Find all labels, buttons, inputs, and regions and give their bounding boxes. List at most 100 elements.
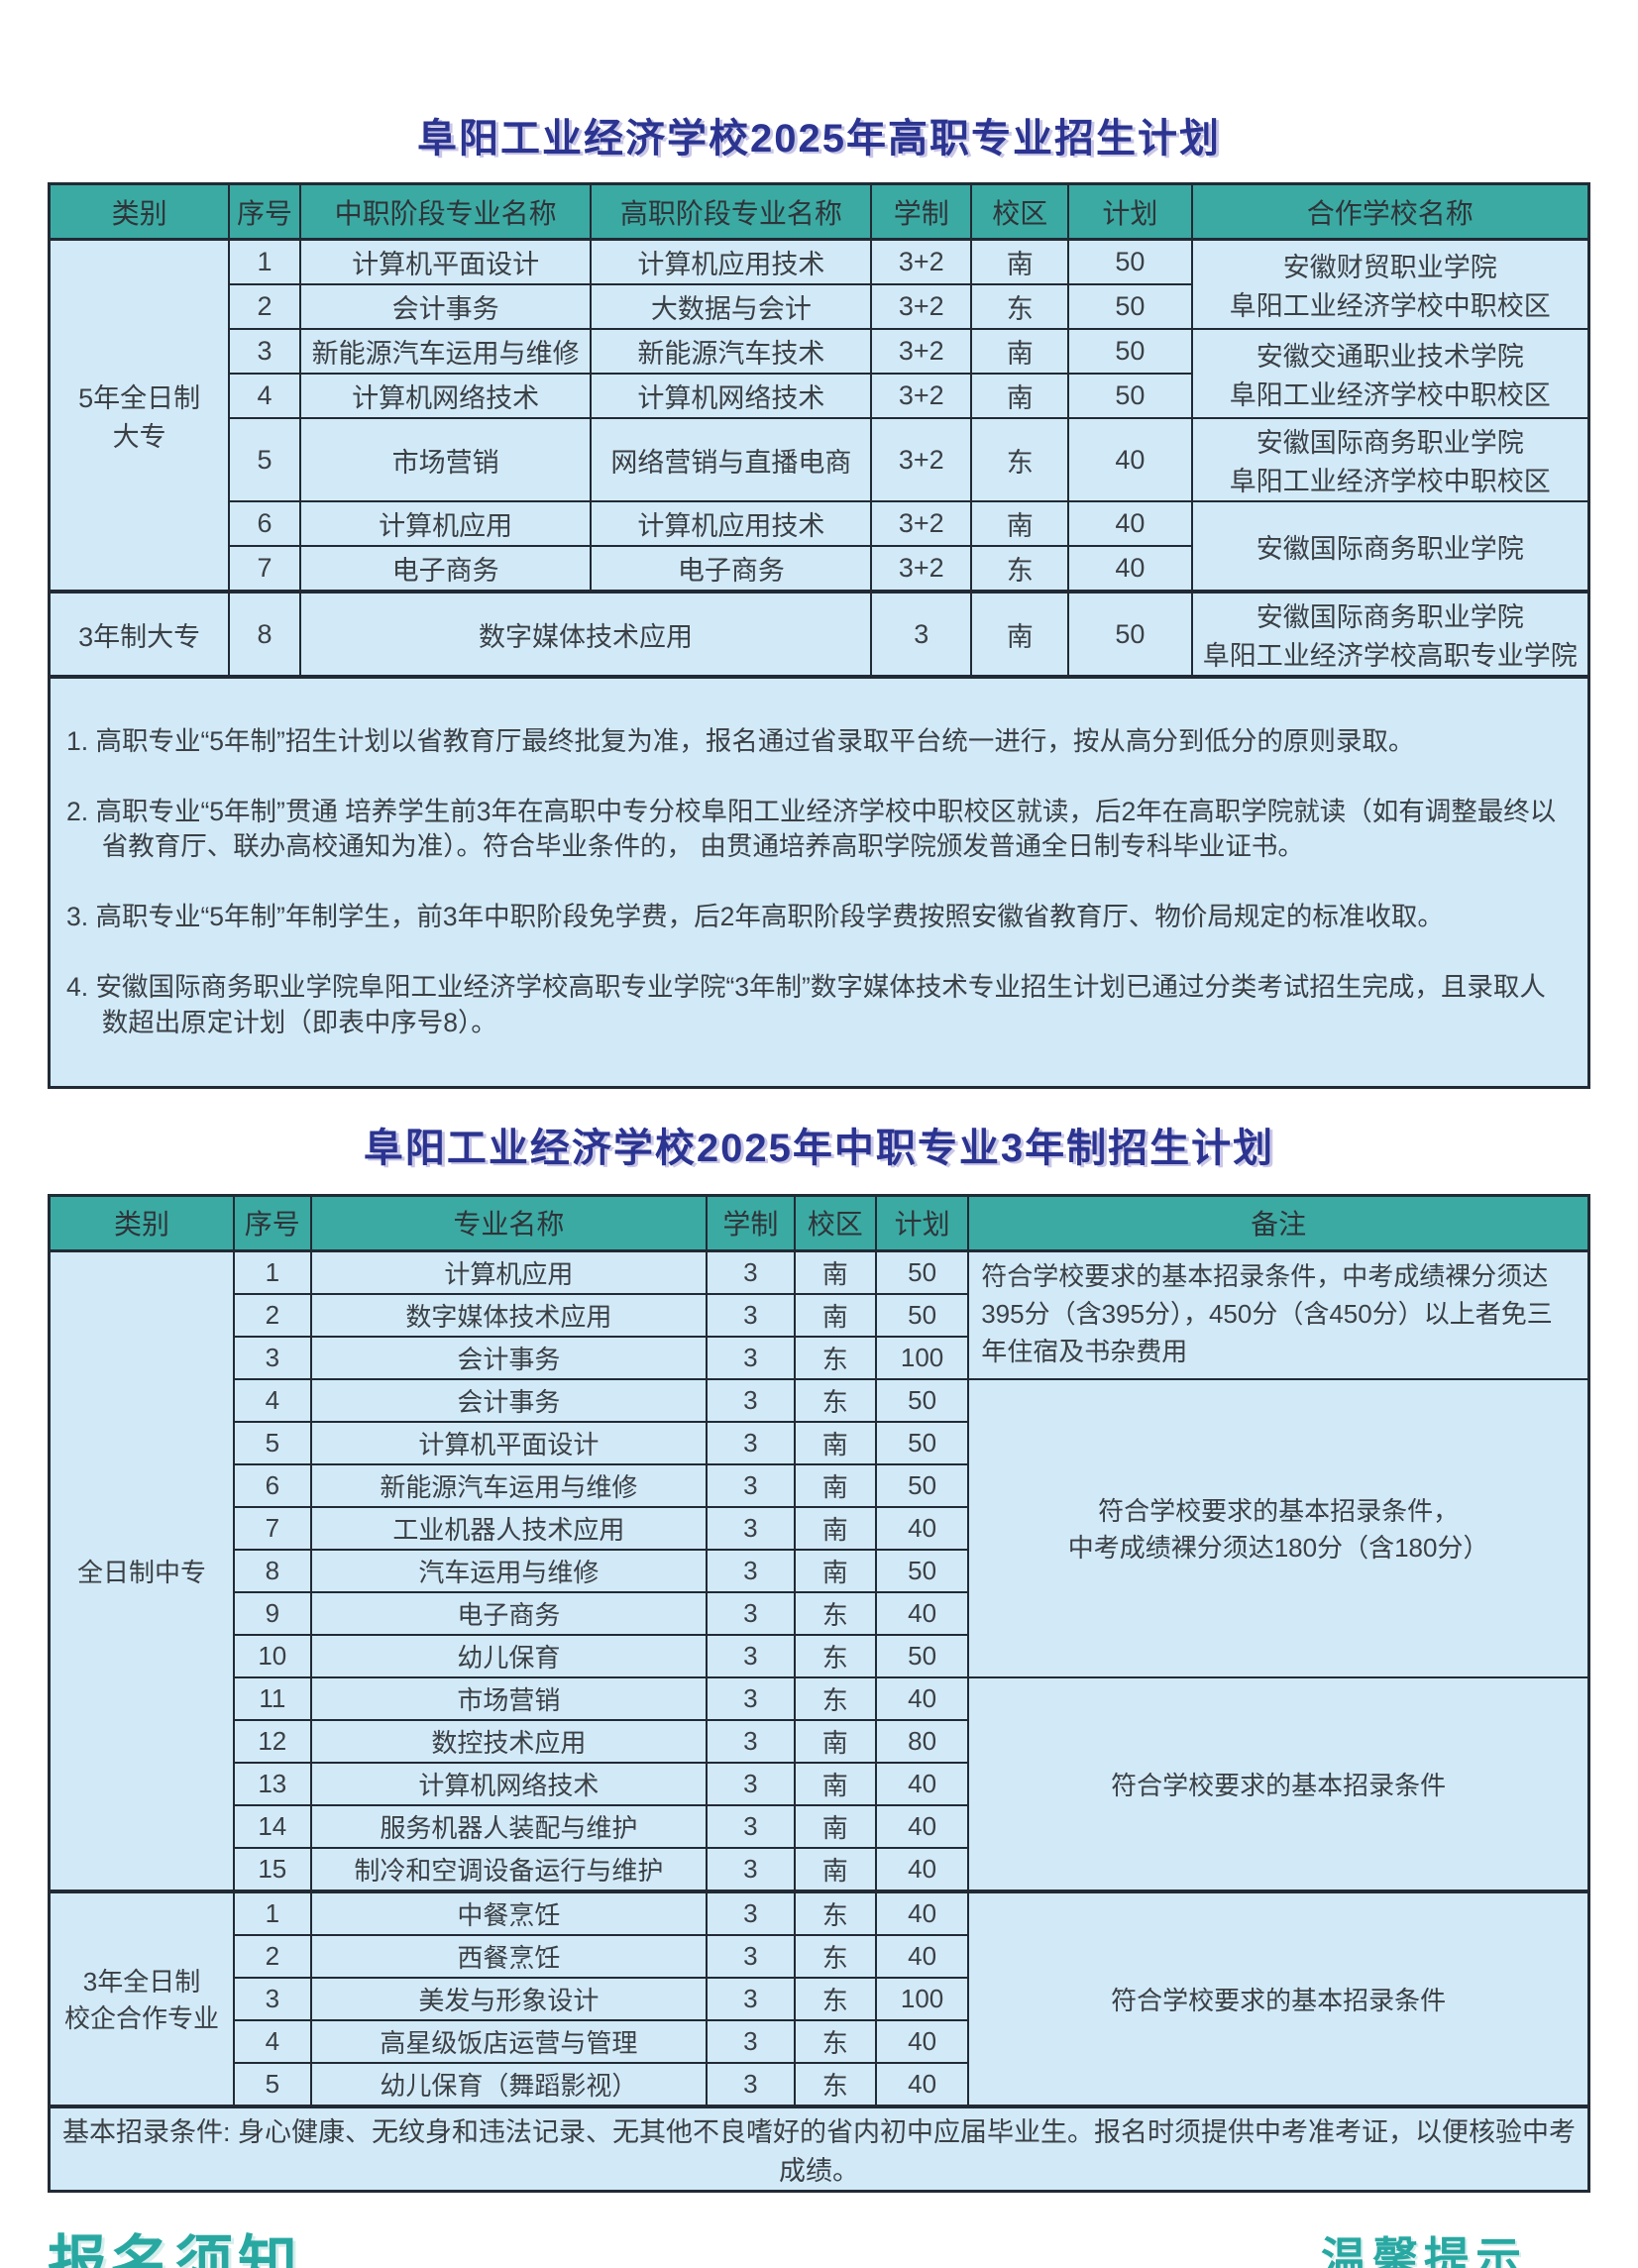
cell-serial: 4 — [232, 2018, 312, 2064]
cell-years: 3+2 — [870, 283, 973, 330]
cell-years: 3 — [706, 1249, 796, 1295]
cell-serial: 5 — [232, 2061, 312, 2107]
cell-major: 汽车运用与维修 — [309, 1548, 709, 1593]
table-row: 5年全日制 大专 1 计算机平面设计 计算机应用技术 3+2 南 50 安徽财贸… — [48, 238, 1590, 593]
cell-years: 3 — [706, 2061, 796, 2107]
cell-plan: 100 — [874, 1976, 970, 2021]
cell-plan: 100 — [874, 1335, 970, 1380]
note-line: 2. 高职专业“5年制”贯通 培养学生前3年在高职中专分校阜阳工业经济学校中职校… — [66, 796, 1557, 862]
table-row: 3 会计事务 3 东 100 — [50, 1335, 1589, 1380]
cell-serial: 8 — [232, 1548, 312, 1593]
cell-campus: 南 — [970, 238, 1070, 285]
cell-plan: 40 — [874, 1761, 970, 1806]
cell-serial: 2 — [232, 1933, 312, 1979]
cell-high-major: 计算机网络技术 — [590, 373, 873, 419]
col-header-category: 类别 — [48, 1194, 235, 1252]
cell-serial: 1 — [232, 1249, 312, 1295]
cell-plan: 50 — [874, 1249, 970, 1295]
cell-years: 3 — [706, 1761, 796, 1806]
cell-campus: 南 — [793, 1249, 877, 1295]
partner-cell: 安徽财贸职业学院 阜阳工业经济学校中职校区 — [1190, 238, 1590, 330]
cell-plan: 50 — [874, 1292, 970, 1338]
note-line: 3. 高职专业“5年制”年制学生，前3年中职阶段免学费，后2年高职阶段学费按照安… — [66, 902, 1444, 931]
cell-plan: 40 — [874, 1803, 970, 1849]
cell-plan: 40 — [874, 1889, 970, 1936]
table-row: 10 幼儿保育 3 东 50 — [50, 1633, 1589, 1678]
basic-admission-conditions: 基本招录条件: 身心健康、无纹身和违法记录、无其他不良嗜好的省内初中应届毕业生。… — [48, 2104, 1590, 2192]
partner-cell: 安徽交通职业技术学院 阜阳工业经济学校中职校区 — [1190, 328, 1590, 419]
cell-campus: 南 — [970, 590, 1070, 678]
cell-serial: 14 — [232, 1803, 312, 1849]
table-row: 4 计算机网络技术 计算机网络技术 3+2 南 50 — [50, 373, 1589, 419]
cell-years: 3 — [706, 1377, 796, 1423]
cell-campus: 南 — [970, 373, 1070, 419]
cell-years: 3+2 — [870, 545, 973, 593]
cell-mid-major: 计算机平面设计 — [298, 238, 593, 285]
col-header-plan: 计划 — [874, 1194, 970, 1252]
cell-major: 工业机器人技术应用 — [309, 1505, 709, 1551]
cell-campus: 东 — [793, 1933, 877, 1979]
cell-serial: 8 — [228, 590, 301, 678]
table-row: 2 西餐烹饪 3 东 40 — [50, 1933, 1589, 1979]
cell-plan: 40 — [874, 2061, 970, 2107]
cell-major: 西餐烹饪 — [309, 1933, 709, 1979]
note-line: 4. 安徽国际商务职业学院阜阳工业经济学校高职专业学院“3年制”数字媒体技术专业… — [66, 972, 1546, 1037]
note-line: 1. 高职专业“5年制”招生计划以省教育厅最终批复为准，报名通过省录取平台统一进… — [66, 725, 1415, 756]
cell-campus: 东 — [793, 1976, 877, 2021]
cell-campus: 南 — [793, 1505, 877, 1551]
cell-campus: 东 — [970, 545, 1070, 593]
cell-serial: 4 — [232, 1377, 312, 1423]
cell-serial: 3 — [232, 1335, 312, 1380]
table-row: 3年全日制 校企合作专业 1 中餐烹饪 3 东 40 符合学校要求的基本招录条件 — [48, 1889, 1590, 2107]
cell-campus: 南 — [793, 1761, 877, 1806]
cell-years: 3 — [706, 1420, 796, 1465]
remark-cell: 符合学校要求的基本招录条件 — [967, 1675, 1590, 1892]
table-row: 3年制大专 8 数字媒体技术应用 3 南 50 安徽国际商务职业学院 阜阳工业经… — [48, 590, 1590, 678]
cell-years: 3 — [706, 1675, 796, 1721]
cell-mid-major: 市场营销 — [298, 417, 593, 502]
cell-years: 3 — [706, 1590, 796, 1636]
cell-major: 会计事务 — [309, 1377, 709, 1423]
cell-plan: 50 — [1067, 590, 1193, 678]
table1-notes: 1. 高职专业“5年制”招生计划以省教育厅最终批复为准，报名通过省录取平台统一进… — [48, 675, 1590, 1088]
cell-high-major: 电子商务 — [590, 545, 873, 593]
cell-high-major: 网络营销与直播电商 — [590, 417, 873, 502]
cell-serial: 1 — [228, 238, 301, 285]
cell-years: 3 — [706, 1335, 796, 1380]
table-row: 3 美发与形象设计 3 东 100 — [50, 1976, 1589, 2021]
cell-serial: 6 — [228, 500, 301, 547]
cell-mid-major: 新能源汽车运用与维修 — [298, 328, 593, 375]
table-row: 4 会计事务 3 东 50 符合学校要求的基本招录条件， 中考成绩裸分须达180… — [50, 1377, 1590, 1678]
table-row: 13 计算机网络技术 3 南 40 — [50, 1761, 1589, 1806]
cell-years: 3 — [706, 1548, 796, 1593]
cell-years: 3 — [706, 2018, 796, 2064]
col-header-years: 学制 — [870, 182, 973, 241]
table-row: 7 工业机器人技术应用 3 南 40 — [50, 1505, 1589, 1551]
cell-major: 数控技术应用 — [309, 1718, 709, 1764]
cell-serial: 6 — [232, 1462, 312, 1508]
cell-major: 市场营销 — [309, 1675, 709, 1721]
cell-years: 3+2 — [870, 373, 973, 419]
table-row: 全日制中专 1 计算机应用 3 南 50 符合学校要求的基本招录条件，中考成绩裸… — [48, 1249, 1590, 1892]
cell-serial: 13 — [232, 1761, 312, 1806]
cell-major: 制冷和空调设备运行与维护 — [309, 1846, 709, 1892]
cell-high-major: 计算机应用技术 — [590, 238, 873, 285]
cell-serial: 10 — [232, 1633, 312, 1678]
cell-plan: 50 — [874, 1462, 970, 1508]
col-header-plan: 计划 — [1067, 182, 1193, 241]
cell-serial: 11 — [232, 1675, 312, 1721]
cell-campus: 南 — [793, 1462, 877, 1508]
cell-serial: 4 — [228, 373, 301, 419]
table-row: 12 数控技术应用 3 南 80 — [50, 1718, 1589, 1764]
col-header-high-major: 高职阶段专业名称 — [590, 182, 873, 241]
table2-header-row: 类别 序号 专业名称 学制 校区 计划 备注 — [48, 1194, 1590, 1252]
cell-campus: 东 — [793, 1633, 877, 1678]
table-row: 5 计算机平面设计 3 南 50 — [50, 1420, 1589, 1465]
table-row: 6 新能源汽车运用与维修 3 南 50 — [50, 1462, 1589, 1508]
cell-years: 3 — [706, 1803, 796, 1849]
cell-serial: 5 — [232, 1420, 312, 1465]
category-cell: 5年全日制 大专 — [48, 238, 231, 593]
cell-plan: 40 — [874, 1933, 970, 1979]
cell-campus: 东 — [793, 1335, 877, 1380]
secondary-vocational-plan-table: 类别 序号 专业名称 学制 校区 计划 备注 全日制中专 1 计算机应用 3 南… — [48, 1193, 1590, 2193]
